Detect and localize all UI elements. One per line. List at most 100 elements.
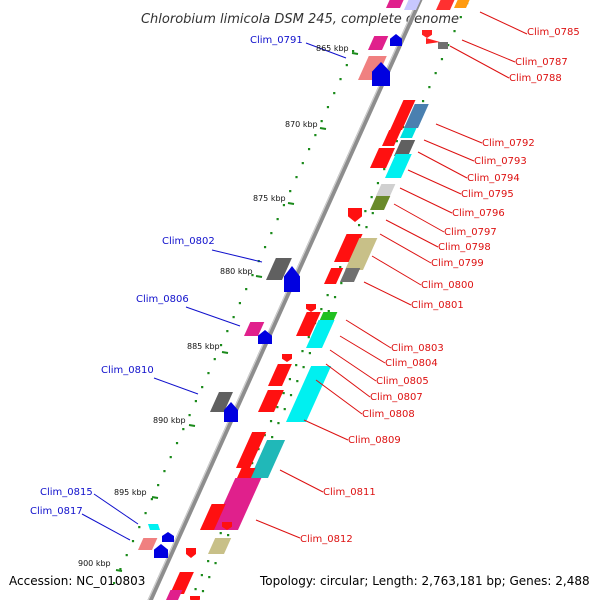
gene-label-clim-0792[interactable]: Clim_0792: [482, 138, 535, 149]
gene-block: [268, 364, 292, 386]
gene-label-clim-0805[interactable]: Clim_0805: [376, 376, 429, 387]
label-connector-line: [407, 169, 462, 195]
gene-features: [138, 0, 470, 600]
gene-label-clim-0801[interactable]: Clim_0801: [411, 300, 464, 311]
tick-track-left-inner: [144, 512, 147, 515]
gene-label-clim-0796[interactable]: Clim_0796: [452, 208, 505, 219]
label-connector-line: [93, 493, 139, 525]
tick-track-left-inner: [169, 456, 172, 459]
tick-track-left-inner: [119, 568, 122, 571]
gene-label-clim-0794[interactable]: Clim_0794: [467, 173, 520, 184]
map-title: Chlorobium limicola DSM 245, complete ge…: [141, 12, 459, 27]
gene-label-clim-0788[interactable]: Clim_0788: [509, 73, 562, 84]
label-connector-line: [423, 139, 475, 162]
tick-label-895: 895 kbp: [114, 488, 147, 497]
gene-label-clim-0804[interactable]: Clim_0804: [385, 358, 438, 369]
tick-track-right-inner: [395, 140, 398, 143]
label-connector-line: [363, 281, 412, 306]
label-connector-line: [279, 469, 324, 493]
gene-block: [390, 100, 416, 130]
tick-track-right-outer: [283, 408, 286, 411]
tick-track-right-inner: [307, 336, 310, 339]
tick-track-left-inner: [282, 204, 286, 207]
label-connector-line: [393, 203, 445, 233]
label-connector-line: [345, 319, 392, 349]
gene-label-clim-0800[interactable]: Clim_0800: [421, 280, 474, 291]
gene-label-clim-0815[interactable]: Clim_0815: [40, 487, 93, 498]
gene-block: [438, 42, 448, 49]
label-connector-line: [461, 39, 516, 63]
tick-track-right-outer: [421, 100, 425, 103]
gene-label-clim-0785[interactable]: Clim_0785: [527, 27, 580, 38]
gene-label-clim-0811[interactable]: Clim_0811: [323, 487, 376, 498]
gene-label-clim-0810[interactable]: Clim_0810: [101, 365, 154, 376]
gene-arrow: [422, 30, 432, 38]
major-tick: [188, 424, 196, 427]
gene-block: [286, 366, 332, 422]
gene-label-clim-0808[interactable]: Clim_0808: [362, 409, 415, 420]
tick-track-right-outer: [271, 436, 274, 439]
gene-block: [324, 268, 344, 284]
tick-track-left-inner: [320, 120, 323, 123]
gene-block: [370, 148, 395, 168]
gene-label-clim-0797[interactable]: Clim_0797: [444, 227, 497, 238]
tick-track-right-inner: [269, 420, 273, 423]
gene-label-clim-0812[interactable]: Clim_0812: [300, 534, 353, 545]
gene-block: [376, 184, 396, 196]
tick-track-left-inner: [182, 428, 185, 431]
gene-label-clim-0807[interactable]: Clim_0807: [370, 392, 423, 403]
gene-label-clim-0799[interactable]: Clim_0799: [431, 258, 484, 269]
label-connector-line: [399, 187, 453, 214]
gene-label-clim-0806[interactable]: Clim_0806: [136, 294, 189, 305]
tick-track-left-inner: [232, 316, 235, 319]
tick-track-right-inner: [364, 210, 367, 213]
gene-block: [244, 322, 265, 336]
gene-block: [358, 56, 387, 80]
tick-track-left-inner: [345, 64, 348, 67]
label-connectors: [81, 11, 528, 541]
tick-track-right-outer: [447, 44, 450, 47]
gene-label-clim-0809[interactable]: Clim_0809: [348, 435, 401, 446]
tick-track-left-inner: [276, 218, 279, 221]
tick-track-left-inner: [219, 344, 223, 347]
tick-track-left-inner: [125, 554, 128, 557]
gene-label-clim-0795[interactable]: Clim_0795: [461, 189, 514, 200]
gene-block: [200, 504, 226, 530]
topology-info: Topology: circular; Length: 2,763,181 bp…: [260, 574, 590, 588]
gene-block: [386, 0, 404, 8]
gene-block: [236, 432, 267, 468]
gene-label-clim-0802[interactable]: Clim_0802: [162, 236, 215, 247]
gene-label-clim-0817[interactable]: Clim_0817: [30, 506, 83, 517]
gene-arrow: [348, 208, 362, 222]
tick-track-right-inner: [295, 364, 298, 367]
major-tick: [287, 202, 295, 205]
tick-track-left-inner: [138, 526, 141, 529]
gene-label-clim-0791[interactable]: Clim_0791: [250, 35, 303, 46]
tick-track-right-outer: [308, 352, 311, 355]
tick-track-right-outer: [365, 226, 368, 229]
label-connector-line: [305, 42, 347, 59]
tick-track-right-outer: [459, 16, 462, 19]
tick-track-left-inner: [113, 582, 116, 585]
tick-track-right-inner: [376, 182, 380, 185]
gene-block: [382, 130, 402, 146]
genome-backbone-highlight: [147, 0, 419, 600]
tick-track-right-outer: [333, 296, 337, 299]
gene-block: [296, 312, 321, 336]
gene-block: [340, 268, 361, 282]
tick-track-left-inner: [307, 148, 311, 151]
tick-track-left-inner: [150, 498, 153, 501]
tick-track-right-inner: [288, 378, 292, 381]
gene-arrow: [162, 532, 174, 542]
gene-block: [404, 0, 421, 10]
major-tick: [115, 569, 123, 572]
gene-block: [454, 0, 470, 8]
tick-track-right-outer: [277, 422, 280, 425]
gene-label-clim-0798[interactable]: Clim_0798: [438, 242, 491, 253]
tick-track-right-inner: [200, 574, 203, 577]
tick-track-right-outer: [340, 282, 343, 285]
gene-label-clim-0793[interactable]: Clim_0793: [474, 156, 527, 167]
gene-label-clim-0787[interactable]: Clim_0787: [515, 57, 568, 68]
gene-block: [436, 0, 455, 10]
gene-label-clim-0803[interactable]: Clim_0803: [391, 343, 444, 354]
